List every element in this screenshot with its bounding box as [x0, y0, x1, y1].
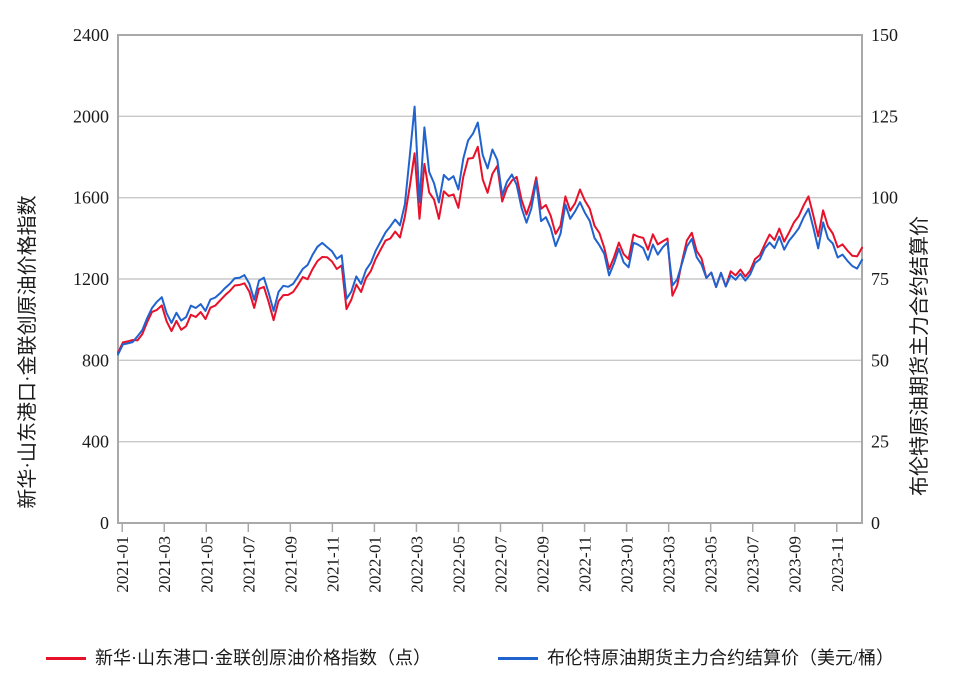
- x-axis-tick-label: 2023-11: [828, 536, 847, 592]
- legend-item-index: 新华·山东港口·金联创原油价格指数（点）: [46, 648, 431, 668]
- plot-border: [117, 34, 863, 524]
- x-axis-tick-label: 2021-11: [323, 536, 342, 592]
- legend-swatch-red-line: [46, 656, 86, 660]
- right-axis-title: 布伦特原油期货主力合约结算价: [908, 216, 931, 496]
- left-axis-tick-label: 1600: [73, 188, 109, 208]
- left-axis-tick-label: 0: [100, 513, 109, 533]
- x-axis-tick-label: 2023-03: [660, 536, 679, 593]
- right-axis-tick-label: 150: [871, 25, 898, 45]
- x-axis-tick-label: 2022-01: [365, 536, 384, 593]
- right-axis-tick-label: 75: [871, 269, 889, 289]
- right-axis-tick-label: 25: [871, 432, 889, 452]
- x-axis-tick-label: 2021-03: [155, 536, 174, 593]
- x-axis-tick-label: 2023-05: [702, 536, 721, 593]
- right-axis-tick-label: 50: [871, 350, 889, 370]
- right-axis-tick-label: 125: [871, 106, 898, 126]
- x-axis-tick-label: 2021-09: [281, 536, 300, 593]
- legend-item-brent: 布伦特原油期货主力合约结算价（美元/桶）: [498, 648, 894, 668]
- left-axis-tick-label: 1200: [73, 269, 109, 289]
- x-axis-tick-label: 2022-09: [534, 536, 553, 593]
- right-axis-tick-label: 100: [871, 188, 898, 208]
- right-axis-tick-label: 0: [871, 513, 880, 533]
- x-axis-tick-label: 2022-05: [449, 536, 468, 593]
- x-axis-tick-label: 2023-07: [744, 536, 763, 593]
- x-axis-tick-label: 2022-11: [576, 536, 595, 592]
- left-axis-tick-label: 400: [82, 432, 109, 452]
- x-axis-tick-label: 2022-03: [407, 536, 426, 593]
- x-axis-tick-label: 2021-01: [113, 536, 132, 593]
- x-axis-tick-label: 2021-05: [197, 536, 216, 593]
- series-line-1: [117, 105, 863, 356]
- legend-label-brent: 布伦特原油期货主力合约结算价（美元/桶）: [547, 648, 894, 668]
- series-line-0: [117, 145, 863, 354]
- left-axis-tick-label: 800: [82, 350, 109, 370]
- x-axis-tick-label: 2021-07: [239, 536, 258, 593]
- left-axis-title: 新华·山东港口·金联创原油价格指数: [16, 195, 39, 508]
- left-axis-tick-label: 2400: [73, 25, 109, 45]
- legend-swatch-blue-line: [498, 656, 538, 660]
- left-axis-tick-label: 2000: [73, 106, 109, 126]
- x-axis-tick-label: 2023-09: [786, 536, 805, 593]
- legend-label-index: 新华·山东港口·金联创原油价格指数（点）: [95, 648, 431, 668]
- x-axis-tick-label: 2023-01: [618, 536, 637, 593]
- x-axis-tick-label: 2022-07: [492, 536, 511, 593]
